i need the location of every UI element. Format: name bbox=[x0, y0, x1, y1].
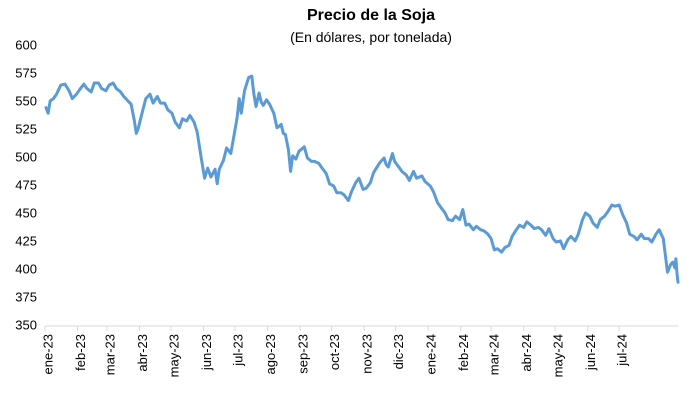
x-tick-label: mar-24 bbox=[487, 334, 502, 375]
y-tick-label: 550 bbox=[15, 93, 37, 108]
y-tick-label: 450 bbox=[15, 205, 37, 220]
x-tick-label: mar-23 bbox=[102, 334, 117, 375]
x-tick-label: ene-23 bbox=[40, 334, 55, 374]
y-tick-label: 525 bbox=[15, 121, 37, 136]
y-tick-label: 600 bbox=[15, 37, 37, 52]
x-tick-label: oct-23 bbox=[327, 334, 342, 370]
y-tick-label: 575 bbox=[15, 65, 37, 80]
x-tick-label: may-23 bbox=[166, 334, 181, 377]
x-tick-label: feb-23 bbox=[73, 334, 88, 371]
y-tick-label: 375 bbox=[15, 289, 37, 304]
x-tick-label: nov-23 bbox=[360, 334, 375, 374]
x-tick-label: jun-23 bbox=[199, 334, 214, 371]
x-tick-label: may-24 bbox=[551, 334, 566, 377]
x-axis-ticks bbox=[44, 326, 620, 331]
x-tick-label: feb-24 bbox=[456, 334, 471, 371]
x-tick-label: jul-23 bbox=[230, 334, 245, 367]
y-tick-label: 400 bbox=[15, 261, 37, 276]
price-series-line bbox=[44, 74, 680, 284]
x-tick-label: jun-24 bbox=[583, 334, 598, 371]
x-tick-label: sep-23 bbox=[296, 334, 311, 374]
x-tick-label: ago-23 bbox=[263, 334, 278, 374]
x-axis-labels: ene-23 feb-23 mar-23 abr-23 may-23 jun-23 jul-… bbox=[40, 334, 629, 377]
y-tick-label: 350 bbox=[15, 317, 37, 332]
chart-title: Precio de la Soja bbox=[306, 7, 436, 24]
y-axis-labels: 350 375 400 425 450 475 500 525 550 575 600 bbox=[15, 37, 37, 332]
x-tick-label: abr-23 bbox=[135, 334, 150, 372]
x-tick-label: abr-24 bbox=[519, 334, 534, 372]
x-tick-label: ene-24 bbox=[424, 334, 439, 374]
y-tick-label: 425 bbox=[15, 233, 37, 248]
chart-subtitle: (En dólares, por tonelada) bbox=[290, 29, 452, 45]
y-tick-label: 500 bbox=[15, 149, 37, 164]
x-tick-label: dic-23 bbox=[391, 334, 406, 369]
y-tick-label: 475 bbox=[15, 177, 37, 192]
x-tick-label: jul-24 bbox=[615, 334, 630, 367]
